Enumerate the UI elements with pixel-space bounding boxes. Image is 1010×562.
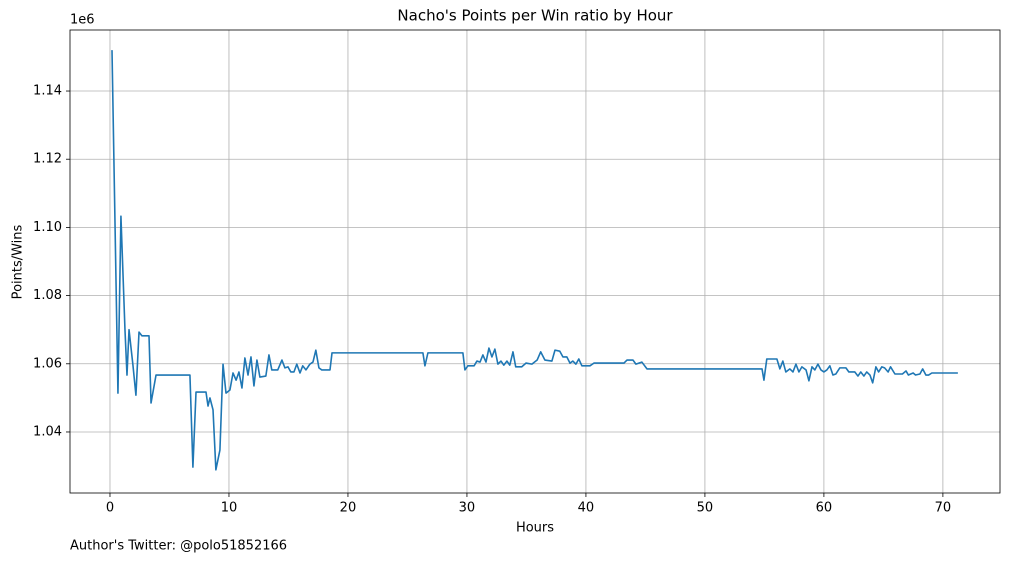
x-tick-label: 0 xyxy=(106,501,114,516)
y-tick-label: 1.06 xyxy=(33,356,62,371)
y-tick-label: 1.12 xyxy=(33,152,62,167)
x-tick-label: 20 xyxy=(340,501,357,516)
x-tick-label: 60 xyxy=(816,501,833,516)
y-tick-label: 1.04 xyxy=(33,424,62,439)
x-tick-label: 50 xyxy=(697,501,714,516)
y-tick-label: 1.08 xyxy=(33,288,62,303)
plot-frame xyxy=(69,29,1001,494)
x-tick-label: 30 xyxy=(459,501,476,516)
footnote: Author's Twitter: @polo51852166 xyxy=(70,539,287,554)
x-tick-label: 40 xyxy=(578,501,595,516)
data-line xyxy=(111,50,958,471)
y-tick-label: 1.10 xyxy=(33,220,62,235)
x-tick-label: 70 xyxy=(935,501,952,516)
y-offset-label: 1e6 xyxy=(70,13,95,28)
y-axis-label: Points/Wins xyxy=(11,224,26,299)
x-tick-label: 10 xyxy=(221,501,238,516)
x-axis-label: Hours xyxy=(516,521,554,536)
chart-title: Nacho's Points per Win ratio by Hour xyxy=(397,7,673,25)
y-tick-label: 1.14 xyxy=(33,84,62,99)
